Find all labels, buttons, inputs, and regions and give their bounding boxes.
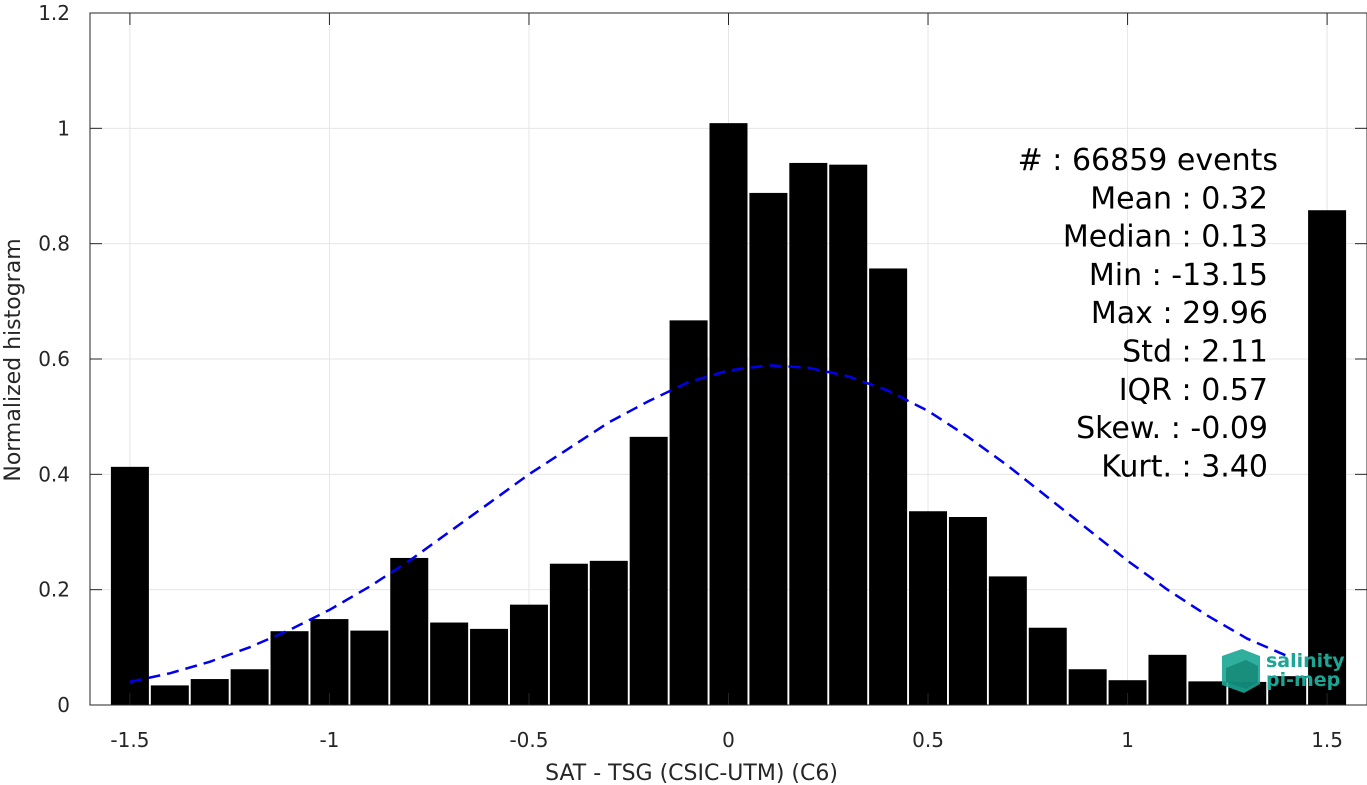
histogram-bar [829, 164, 868, 705]
histogram-bar [310, 619, 349, 705]
x-tick-labels: -1.5 -1 -0.5 0 0.5 1 1.5 [110, 728, 1343, 752]
stat-line: Min : -13.15 [1089, 258, 1268, 293]
histogram-bar [390, 557, 429, 705]
axis-ticks [90, 12, 1367, 706]
x-tick-label: -1.5 [110, 728, 149, 752]
histogram-bar [1028, 627, 1067, 705]
x-tick-label: 0 [722, 728, 735, 752]
histogram-bar [988, 576, 1027, 705]
histogram-bar [1068, 669, 1107, 705]
x-tick-label: -1 [319, 728, 339, 752]
histogram-bar [709, 123, 748, 706]
x-tick-label: 1 [1121, 728, 1134, 752]
histogram-bar [1308, 210, 1347, 705]
histogram-bar [549, 563, 588, 705]
y-axis-label: Normalized histogram [1, 238, 26, 481]
logo-emblem-icon [1222, 649, 1260, 693]
stat-line: Std : 2.11 [1122, 335, 1268, 370]
x-tick-label: 0.5 [912, 728, 944, 752]
y-tick-label: 0 [57, 693, 70, 717]
y-tick-label: 0.6 [38, 347, 70, 371]
y-tick-label: 0.4 [38, 462, 70, 486]
histogram-bar [589, 560, 628, 705]
histogram-bar [669, 320, 708, 705]
y-tick-label: 0.2 [38, 578, 70, 602]
histogram-bar [1268, 676, 1307, 705]
x-tick-label: -0.5 [509, 728, 548, 752]
stat-line: Skew. : -0.09 [1076, 411, 1268, 446]
stat-line: # : 66859 events [1018, 143, 1278, 178]
histogram-bar [110, 466, 149, 705]
y-tick-label: 0.8 [38, 232, 70, 256]
histogram-bar [270, 631, 309, 705]
histogram-bar [350, 630, 389, 705]
histogram-bar [948, 517, 987, 705]
salinity-pimep-logo: salinity pi-mep [1222, 649, 1345, 693]
x-tick-label: 1.5 [1311, 728, 1343, 752]
stat-line: Median : 0.13 [1063, 220, 1268, 255]
stat-line: Mean : 0.32 [1090, 181, 1268, 216]
histogram-bar [150, 685, 189, 705]
stat-line: IQR : 0.57 [1119, 373, 1268, 408]
histogram-bar [470, 628, 509, 705]
histogram-bar [909, 511, 948, 705]
histogram-bar [190, 679, 229, 705]
histogram-bar [230, 669, 269, 705]
histogram-bar [1188, 681, 1227, 705]
histogram-bars [110, 123, 1347, 706]
stat-line: Kurt. : 3.40 [1101, 449, 1268, 484]
stat-line: Max : 29.96 [1091, 296, 1268, 331]
histogram-bar [1148, 654, 1187, 705]
y-tick-label: 1 [57, 116, 70, 140]
histogram-bar [749, 192, 788, 706]
histogram-bar [869, 268, 908, 705]
y-tick-labels: 0 0.2 0.4 0.6 0.8 1 1.2 [38, 1, 70, 717]
histogram-bar [789, 162, 828, 705]
x-axis-label: SAT - TSG (CSIC-UTM) (C6) [545, 761, 838, 785]
histogram-bar [629, 436, 668, 705]
logo-text-pimep: pi-mep [1266, 669, 1340, 691]
logo-text-salinity: salinity [1266, 650, 1345, 672]
y-tick-label: 1.2 [38, 1, 70, 25]
histogram-bar [430, 622, 469, 705]
histogram-bar [509, 604, 548, 705]
